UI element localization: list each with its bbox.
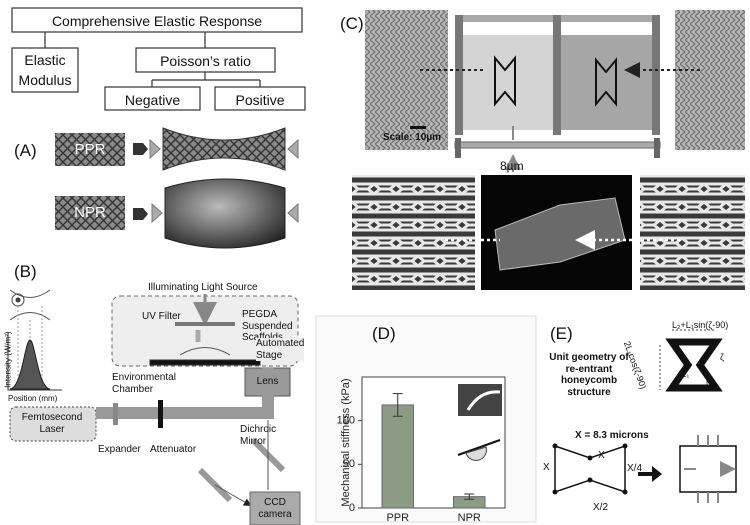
y-axis-label: Mechanical stiffness (kPa) [340, 378, 352, 506]
attenuator-label: Attenuator [150, 444, 196, 456]
x-side-label: X [543, 462, 550, 474]
gap-label: 8µm [500, 160, 524, 174]
bar [382, 405, 413, 508]
chamber-label: Environmental Chamber [112, 372, 182, 395]
panel-label: (C) [340, 14, 364, 34]
figure: 050100Mechanical stiffness (kPa)PPRNPR C… [0, 0, 750, 525]
angle-label: ζ [720, 352, 724, 362]
mirror-label: Dichroic Mirror [240, 424, 285, 447]
panel-label: (A) [14, 141, 37, 161]
scale-label: Scale: 10µm [383, 132, 441, 144]
uv-filter-label: UV Filter [142, 311, 181, 323]
lens-label: Lens [245, 376, 290, 388]
panel-label: (E) [550, 324, 573, 344]
camera-label: CCD camera [250, 497, 300, 520]
light-source-label: Illuminating Light Source [148, 282, 258, 294]
negative-label: Negative [105, 92, 200, 108]
x-quarter-label: X/4 [627, 463, 642, 475]
poisson-label: Poisson’s ratio [136, 53, 275, 69]
l1-label: L₁ [682, 370, 689, 379]
position-axis-label: Position (mm) [8, 394, 57, 403]
root-label: Comprehensive Elastic Response [12, 13, 302, 29]
positive-label: Positive [215, 92, 305, 108]
x-half-label: X/2 [593, 502, 608, 514]
modulus-label: Elastic Modulus [12, 50, 78, 90]
x-tick-label: NPR [458, 512, 481, 524]
panel-c-artwork [352, 10, 745, 290]
x-tick-label: PPR [386, 512, 409, 524]
x-label: X [598, 450, 605, 462]
x-value-label: X = 8.3 microns [575, 430, 649, 442]
panel-label: (B) [14, 262, 37, 282]
width-formula: L₂+L₁sin(ζ-90) [672, 320, 728, 330]
npr-label: NPR [55, 204, 125, 221]
unit-geometry-label: Unit geometry of re-entrant honeycomb st… [548, 352, 630, 398]
l2-label: L₂ [706, 380, 714, 389]
ppr-label: PPR [55, 141, 125, 158]
intensity-axis-label: Intensity (W/m²) [4, 331, 13, 387]
laser-label: Femtosecond Laser [12, 412, 92, 435]
stage-label: Automated Stage [256, 338, 304, 361]
expander-label: Expander [98, 444, 141, 456]
panel-label: (D) [372, 324, 396, 344]
